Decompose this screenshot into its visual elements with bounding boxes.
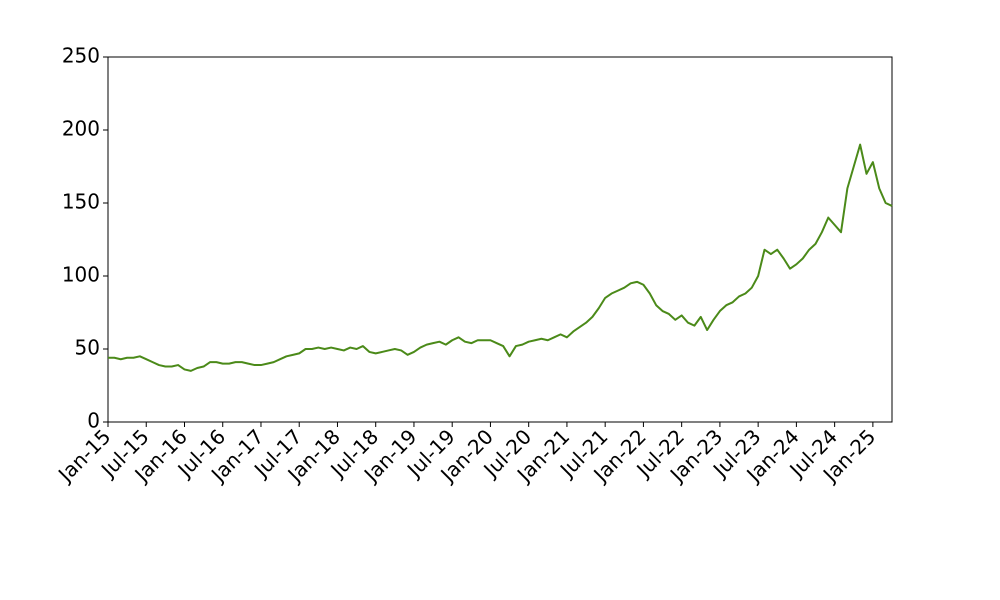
plot-frame (107, 56, 893, 423)
y-tick-label: 250 (62, 44, 100, 68)
y-tick-label: 150 (62, 190, 100, 214)
y-tick-label: 50 (75, 336, 100, 360)
line-series (108, 143, 893, 372)
y-tick-label: 200 (62, 117, 100, 141)
y-tick-label: 0 (87, 409, 100, 433)
y-tick-label: 100 (62, 263, 100, 287)
